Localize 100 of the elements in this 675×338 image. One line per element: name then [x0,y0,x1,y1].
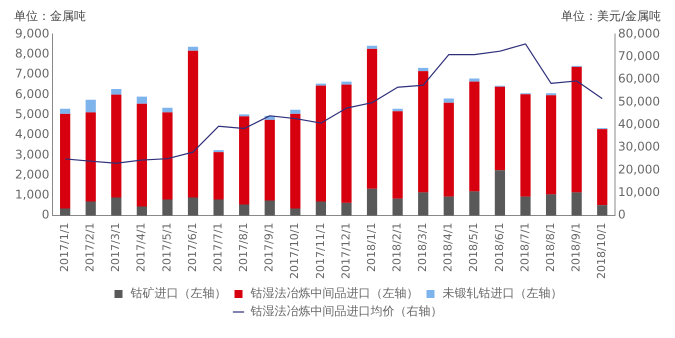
bar [239,204,250,216]
x-tick-label: 2018/2/1 [390,222,404,272]
bar [111,197,122,216]
y-tick-label: 9,000 [14,26,50,40]
bar [213,199,224,216]
y-tick-label: 4,000 [14,127,50,142]
legend-label: 钴湿法冶炼中间品进口均价（右轴） [250,304,442,318]
x-tick-label: 2017/12/1 [339,222,352,280]
x-tick-label: 2018/7/1 [518,222,532,272]
bar [469,78,480,82]
y-tick-label: 2,000 [14,167,50,182]
legend-label: 未锻轧钴进口（左轴） [442,286,562,300]
y2-tick-label: 40,000 [618,117,660,132]
bar [444,196,454,216]
bar [418,192,428,216]
bar [60,208,70,216]
x-tick-label: 2018/10/1 [595,222,608,280]
x-tick-label: 2017/3/1 [109,222,122,272]
y-tick-label: 6,000 [14,86,50,101]
bar [136,96,147,104]
bar [86,201,96,216]
bar [162,108,173,112]
bar [366,46,378,49]
bar [316,201,326,216]
y2-tick-label: 0 [618,208,626,222]
bar [111,94,122,198]
bar [136,104,147,207]
bar [341,202,352,216]
x-tick-label: 2017/5/1 [160,222,174,272]
bar [264,200,275,216]
y2-tick-label: 70,000 [618,49,660,63]
bar [86,112,96,202]
bar [494,170,506,216]
bar [418,71,428,192]
bar [188,197,198,216]
x-tick-label: 2017/7/1 [211,222,224,272]
bar [86,100,96,112]
x-tick-label: 2017/2/1 [84,222,97,272]
x-tick-label: 2018/3/1 [416,222,430,272]
x-tick-label: 2017/9/1 [262,222,276,272]
bar [366,188,378,216]
bar [264,120,275,200]
legend-label: 钴湿法冶炼中间品进口（左轴） [250,286,418,300]
y2-tick-label: 10,000 [618,185,660,200]
bar [597,205,608,216]
x-tick-label: 2018/8/1 [544,222,557,272]
y-tick-label: 1,000 [14,188,50,202]
x-tick-label: 2018/6/1 [492,222,506,272]
x-tick-label: 2017/1/1 [58,222,71,272]
bar [316,86,326,202]
bar [213,152,224,200]
y-tick-label: 7,000 [14,66,50,81]
y2-tick-label: 50,000 [618,94,660,108]
x-tick-label: 2017/4/1 [134,222,148,272]
bar [290,208,300,216]
bar [290,110,300,114]
bar [162,199,173,216]
legend-label: 钴矿进口（左轴） [130,286,226,300]
bar [444,102,454,197]
x-tick-label: 2017/6/1 [186,222,199,272]
bar [520,196,531,216]
bar [341,84,352,203]
bar [60,114,70,209]
x-tick-label: 2018/9/1 [570,222,583,272]
y2-tick-label: 60,000 [618,72,660,86]
bar [418,68,428,72]
bar [469,191,480,216]
bar [392,111,403,199]
x-tick-label: 2017/10/1 [288,222,302,280]
x-tick-label: 2018/1/1 [364,222,378,272]
bar [341,82,352,85]
bar [546,194,556,216]
x-tick-label: 2017/8/1 [237,222,250,272]
bar [444,98,454,103]
bar [60,108,70,114]
bar [136,206,147,216]
y2-tick-label: 80,000 [618,26,660,40]
x-tick-label: 2018/5/1 [467,222,480,272]
bar [469,82,480,192]
bar [494,86,506,170]
bar [366,48,378,189]
bar [546,95,556,194]
y-tick-label: 8,000 [14,46,50,60]
bar [188,46,198,51]
bar [597,129,608,206]
bar [111,89,122,95]
x-tick-label: 2017/11/1 [314,222,327,280]
bar [239,116,250,205]
bar [188,50,198,198]
y-axis-title: 单位：金属吨 [14,8,86,24]
y2-axis-title: 单位：美元/金属吨 [560,8,661,24]
y2-tick-label: 30,000 [618,140,660,154]
bar [162,112,173,200]
y2-tick-label: 20,000 [618,162,660,176]
bar [520,94,531,197]
bar [392,198,403,216]
bar [572,66,582,192]
bar [572,192,582,216]
bar [290,114,300,209]
y-tick-label: 3,000 [14,147,50,162]
